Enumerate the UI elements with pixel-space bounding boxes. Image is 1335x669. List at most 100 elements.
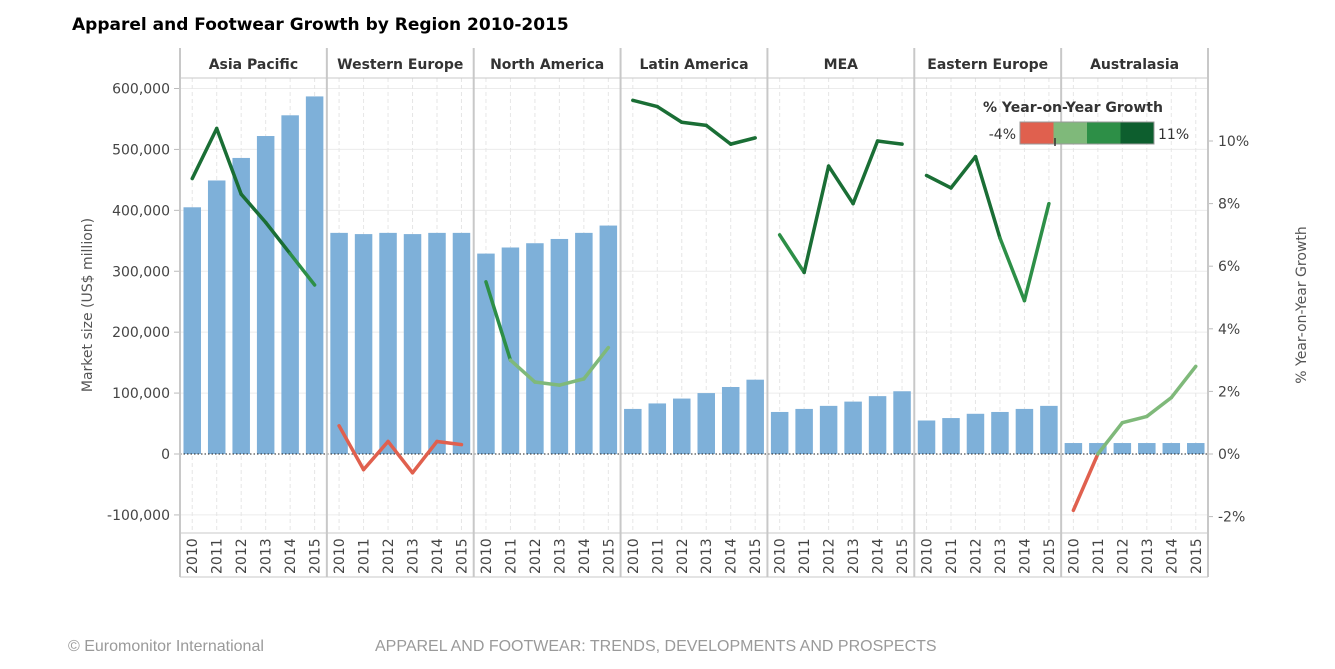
x-tick-label: 2012 [528,538,544,574]
bar-western-europe-2011 [354,234,373,454]
growth-line-western-europe [337,424,366,472]
x-tick-label: 2015 [308,538,324,574]
x-tick-label: 2014 [577,538,593,574]
bar-north-america-2011 [501,247,520,454]
panel-label-latin-america: Latin America [639,57,748,73]
bar-mea-2011 [795,408,813,454]
y-tick-label: 400,000 [112,203,170,219]
footer-copyright: © Euromonitor International [68,638,264,655]
bar-asia-pacific-2012 [232,157,250,454]
growth-line-asia-pacific [190,126,219,181]
growth-line-asia-pacific [288,251,317,287]
panel-label-north-america: North America [490,57,604,73]
x-tick-label: 2010 [920,538,936,574]
x-tick-label: 2015 [895,538,911,574]
x-tick-label: 2012 [234,538,250,574]
bar-eastern-europe-2011 [942,418,960,454]
chart: Apparel and Footwear Growth by Region 20… [72,15,1310,578]
panel-label-asia-pacific: Asia Pacific [209,57,298,73]
x-tick-label: 2013 [699,538,715,574]
x-tick-label: 2015 [1042,538,1058,574]
x-tick-label: 2013 [1140,538,1156,574]
grid [174,78,1213,533]
growth-line-eastern-europe [924,173,953,190]
bar-australasia-2013 [1138,443,1156,454]
bar-eastern-europe-2010 [917,420,936,454]
legend-swatch [1120,122,1155,144]
bars [183,96,1205,455]
x-tick-label: 2012 [675,538,691,574]
growth-line-latin-america [631,98,660,109]
growth-line-western-europe [361,439,390,472]
x-tick-label: 2010 [185,538,201,574]
growth-line-latin-america [655,104,684,124]
panel-label-mea: MEA [824,57,858,73]
x-tick-label: 2010 [1066,538,1082,574]
bar-mea-2014 [868,396,887,454]
growth-line-mea [826,164,855,206]
growth-line-australasia [1096,420,1125,456]
growth-line-eastern-europe [998,236,1027,303]
growth-line-australasia [1071,452,1100,513]
bar-australasia-2014 [1162,443,1181,454]
legend-swatch [1053,122,1088,144]
x-tick-label: 2013 [552,538,568,574]
bar-mea-2013 [844,401,862,454]
x-tick-label: 2011 [650,538,666,574]
legend-title: % Year-on-Year Growth [983,100,1163,116]
growth-line-eastern-europe [973,154,1002,240]
growth-line-western-europe [435,439,464,447]
x-tick-label: 2015 [454,538,470,574]
bar-eastern-europe-2012 [966,413,985,454]
growth-line-mea [875,139,904,146]
x-tick-label: 2011 [797,538,813,574]
axis-labels: -100,000 0 100,000 200,000 300,000 400,000 500… [107,57,1249,574]
bar-latin-america-2014 [721,386,740,454]
growth-line-latin-america [680,120,708,128]
x-tick-label: 2014 [1017,538,1033,574]
x-tick-label: 2015 [601,538,617,574]
bar-asia-pacific-2011 [207,180,226,454]
x-tick-label: 2013 [259,538,275,574]
y2-axis-title: % Year-on-Year Growth [1294,226,1310,383]
bar-australasia-2012 [1113,443,1132,454]
bar-eastern-europe-2013 [991,411,1009,454]
growth-line-asia-pacific [239,192,268,225]
y-tick-label: 600,000 [112,82,170,98]
bar-western-europe-2010 [330,232,348,454]
x-tick-label: 2014 [430,538,446,574]
bar-asia-pacific-2010 [183,207,201,454]
bar-mea-2012 [819,405,838,454]
bar-latin-america-2015 [746,379,764,454]
bar-western-europe-2015 [452,232,471,454]
bar-mea-2015 [893,391,911,454]
growth-line-australasia [1120,414,1149,425]
x-tick-label: 2014 [724,538,740,574]
x-tick-label: 2013 [993,538,1009,574]
growth-lines [190,98,1198,513]
growth-line-north-america [484,280,513,362]
x-tick-label: 2011 [1091,538,1107,574]
y2-tick-label: 2% [1218,384,1240,400]
growth-line-asia-pacific [263,220,292,256]
bar-north-america-2012 [526,243,544,454]
panel-label-western-europe: Western Europe [337,57,463,73]
bar-north-america-2014 [575,232,593,454]
bar-western-europe-2014 [428,232,446,454]
panel-label-australasia: Australasia [1090,57,1179,73]
x-tick-label: 2012 [1115,538,1131,574]
y-tick-label: -100,000 [107,508,170,524]
x-tick-label: 2013 [846,538,862,574]
bar-mea-2010 [770,411,789,454]
x-tick-label: 2011 [357,538,373,574]
bar-latin-america-2010 [624,408,642,454]
bar-north-america-2013 [550,238,569,454]
y2-tick-label: 0% [1218,447,1240,463]
x-tick-label: 2011 [210,538,226,574]
legend-box [1019,121,1155,145]
growth-line-asia-pacific [214,126,243,196]
growth-line-eastern-europe [949,154,978,190]
growth-line-latin-america [728,136,757,146]
growth-line-western-europe [410,439,439,475]
legend-max-label: 11% [1158,127,1189,143]
